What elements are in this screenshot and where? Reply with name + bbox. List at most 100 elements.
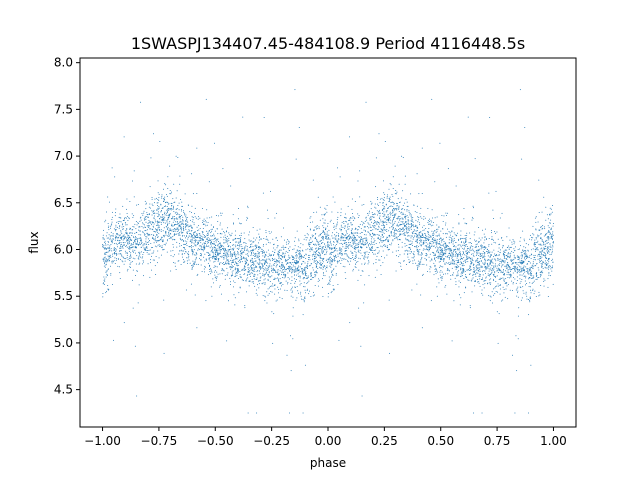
data-point [218, 252, 220, 254]
data-point [145, 242, 147, 244]
data-point [340, 253, 342, 255]
data-point [186, 257, 188, 259]
data-point [513, 276, 515, 278]
data-point [415, 262, 417, 264]
data-point [351, 198, 353, 200]
data-point [327, 242, 329, 244]
data-point [284, 255, 286, 257]
data-point [501, 212, 503, 214]
data-point [247, 253, 249, 255]
data-point [482, 270, 484, 271]
data-point [182, 259, 184, 261]
data-point [119, 241, 121, 243]
data-point [140, 101, 142, 103]
data-point [384, 225, 386, 227]
data-point [473, 412, 475, 414]
data-point [187, 252, 189, 254]
data-point [230, 274, 232, 276]
data-point [491, 258, 493, 260]
data-point [297, 250, 299, 252]
data-point [158, 193, 160, 195]
data-point [487, 251, 489, 253]
data-point [129, 237, 131, 239]
data-point [102, 246, 104, 248]
data-point [410, 216, 412, 218]
data-point [496, 275, 498, 277]
data-point [130, 239, 132, 241]
data-point [229, 254, 231, 256]
data-point [419, 249, 421, 251]
data-point [451, 340, 453, 342]
data-point [164, 196, 166, 198]
data-point [394, 228, 396, 230]
data-point [392, 195, 394, 197]
data-point [458, 239, 460, 241]
data-point [354, 260, 356, 262]
data-point [138, 263, 140, 265]
data-point [520, 287, 522, 289]
data-point [378, 234, 380, 236]
data-point [421, 263, 423, 265]
data-point [452, 252, 454, 254]
data-point [349, 217, 351, 219]
data-point [252, 270, 254, 272]
data-point [132, 249, 134, 251]
data-point [476, 261, 478, 263]
data-point [428, 228, 430, 229]
data-point [253, 263, 255, 265]
data-point [148, 250, 150, 252]
data-point [416, 205, 418, 207]
data-point [175, 269, 177, 270]
data-point [310, 278, 312, 280]
data-point [324, 247, 326, 249]
data-point [147, 226, 149, 228]
data-point [544, 240, 546, 242]
data-point [115, 233, 117, 235]
data-point [191, 234, 193, 236]
data-point [529, 234, 531, 236]
data-point [307, 261, 309, 263]
data-point [258, 239, 260, 241]
data-point [208, 264, 210, 266]
data-point [102, 238, 104, 240]
data-point [548, 267, 550, 269]
data-point [396, 237, 398, 239]
data-point [506, 263, 508, 265]
data-point [241, 279, 243, 281]
data-point [315, 247, 317, 249]
data-point [143, 233, 145, 235]
data-point [211, 239, 213, 241]
data-point [252, 227, 254, 229]
data-point [186, 260, 188, 262]
data-point [519, 278, 521, 280]
data-point [476, 269, 478, 271]
data-point [200, 259, 202, 261]
data-point [157, 192, 159, 194]
data-point [508, 245, 510, 247]
data-point [349, 136, 351, 138]
data-point [347, 205, 349, 207]
data-point [166, 209, 168, 211]
data-point [248, 231, 250, 233]
data-point [504, 266, 506, 268]
data-point [445, 256, 447, 258]
data-point [458, 238, 460, 240]
data-point [213, 255, 215, 257]
data-point [131, 261, 133, 263]
data-point [510, 274, 512, 276]
data-point [509, 266, 511, 268]
data-point [323, 251, 325, 253]
data-point [509, 254, 511, 256]
data-point [535, 216, 537, 218]
data-point [394, 208, 396, 210]
data-point [383, 211, 385, 213]
data-point [295, 158, 297, 160]
data-point [230, 253, 232, 255]
data-point [382, 227, 384, 229]
data-point [231, 267, 233, 269]
data-point [230, 235, 232, 237]
data-point [289, 262, 291, 264]
data-point [402, 157, 404, 158]
data-point [250, 244, 252, 246]
data-point [158, 213, 160, 215]
